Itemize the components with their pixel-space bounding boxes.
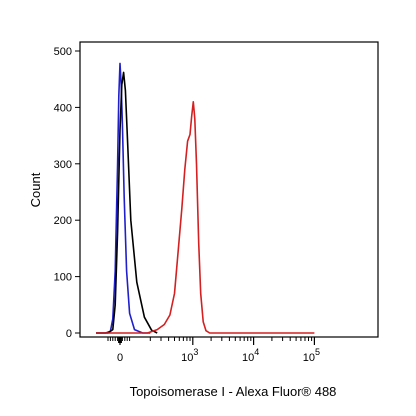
series-line-2 [96, 71, 158, 334]
y-tick-label: 500 [54, 46, 72, 58]
x-tick-label: 0 [117, 352, 123, 364]
y-tick-label: 300 [54, 159, 72, 171]
x-tick-label: 104 [242, 347, 259, 364]
x-tick-exponent: 5 [315, 347, 320, 357]
series-layer [96, 62, 315, 334]
y-tick-label: 400 [54, 102, 72, 114]
y-tick-label: 0 [66, 328, 72, 340]
series-line-1 [96, 62, 151, 334]
y-tick-label: 200 [54, 215, 72, 227]
y-axis: 0 100 200 300 400 500 [54, 46, 80, 340]
x-tick-base: 10 [242, 352, 254, 364]
x-axis: 0 103 104 105 [107, 337, 320, 364]
x-tick-base: 0 [117, 352, 123, 364]
x-tick-exponent: 4 [254, 347, 259, 357]
x-tick-exponent: 3 [193, 347, 198, 357]
x-tick-label: 105 [303, 347, 320, 364]
x-tick-base: 10 [181, 352, 193, 364]
x-tick-label: 103 [181, 347, 198, 364]
series-line-3 [96, 101, 315, 334]
y-tick-label: 100 [54, 272, 72, 284]
y-axis-title: Count [28, 172, 43, 207]
x-axis-title: Topoisomerase I - Alexa Fluor® 488 [130, 384, 337, 399]
x-tick-base: 10 [303, 352, 315, 364]
